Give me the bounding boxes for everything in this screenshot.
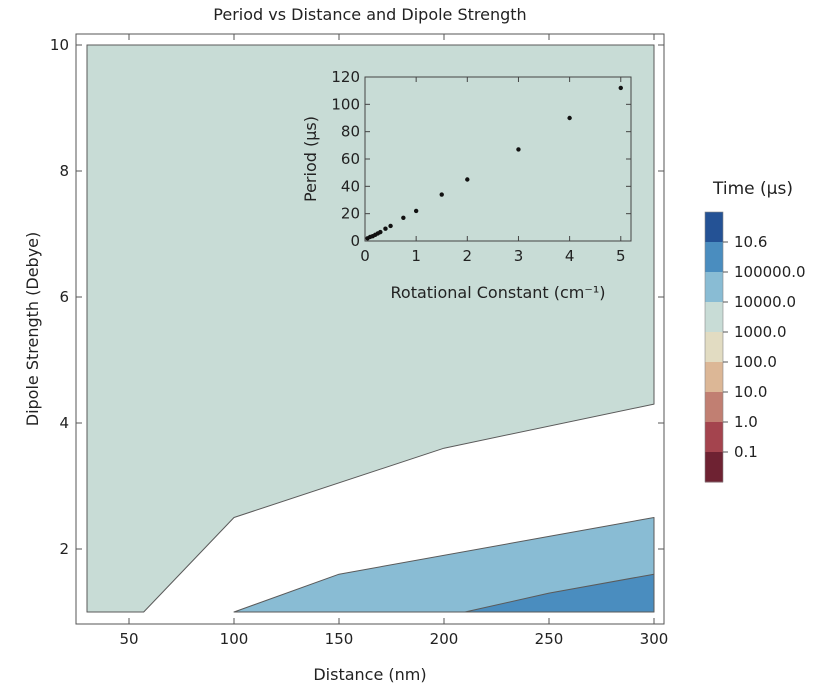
inset-data-point	[516, 147, 521, 152]
legend-title: Time (μs)	[712, 179, 793, 199]
y-tick-label: 6	[59, 288, 69, 306]
legend-label: 0.1	[734, 443, 758, 461]
plot-frame	[75, 33, 665, 625]
legend-swatch	[705, 212, 723, 243]
inset-x-label: Rotational Constant (cm⁻¹)	[391, 283, 606, 302]
y-tick-label: 10	[50, 36, 69, 54]
inset-axes: 0 1 2 3 4 5 0 20 40 60 80 100 120	[331, 68, 631, 265]
x-tick-label: 300	[640, 630, 669, 648]
inset-y-tick-label: 120	[331, 68, 360, 86]
legend-label: 1.0	[734, 413, 758, 431]
legend-label: 100.0	[734, 353, 777, 371]
inset-data-point	[378, 229, 383, 235]
inset-data-point	[618, 85, 623, 91]
legend-swatch	[705, 422, 723, 453]
inset-chart: 0 1 2 3 4 5 0 20 40 60 80 100 120 Rotational Constan…	[301, 68, 632, 302]
legend-swatch	[705, 392, 723, 423]
x-axis-label: Distance (nm)	[313, 665, 426, 684]
inset-y-tick-label: 0	[350, 232, 360, 250]
inset-y-tick-label: 60	[341, 150, 360, 168]
inset-data-point	[401, 215, 406, 220]
legend-swatch	[705, 302, 723, 333]
inset-data-point	[567, 115, 572, 121]
legend-swatch	[705, 272, 723, 303]
legend-labels: 10.6 100000.0 10000.0 1000.0 100.0 10.0 1.0 0.1	[723, 233, 806, 461]
legend-label: 10.0	[734, 383, 767, 401]
inset-data-point	[383, 226, 388, 231]
y-axis-label: Dipole Strength (Debye)	[23, 232, 42, 427]
legend-swatches	[704, 211, 724, 483]
contour-region-7	[464, 573, 655, 613]
inset-y-tick-label: 100	[331, 95, 360, 113]
y-tick-label: 2	[59, 540, 69, 558]
inset-data-point	[388, 223, 393, 229]
inset-x-tick-label: 4	[565, 247, 575, 265]
inset-x-tick-label: 0	[360, 247, 370, 265]
x-tick-label: 200	[430, 630, 459, 648]
inset-x-tick-label: 1	[411, 247, 421, 265]
legend-swatch	[705, 362, 723, 393]
legend-swatch	[705, 332, 723, 363]
legend-label: 100000.0	[734, 263, 806, 281]
legend-swatch	[705, 452, 723, 483]
x-tick-label: 50	[119, 630, 138, 648]
y-tick-label: 8	[59, 162, 69, 180]
inset-data-point	[465, 177, 470, 182]
chart-title: Period vs Distance and Dipole Strength	[213, 5, 526, 24]
inset-points	[365, 85, 623, 241]
inset-y-label: Period (μs)	[301, 116, 320, 202]
x-tick-label: 150	[325, 630, 354, 648]
inset-y-tick-label: 20	[341, 205, 360, 223]
x-tick-label: 250	[535, 630, 564, 648]
legend-label: 1000.0	[734, 323, 787, 341]
inset-data-point	[439, 192, 444, 197]
contour-region-5	[86, 44, 655, 613]
legend-frame	[704, 211, 724, 483]
legend-swatch	[705, 242, 723, 273]
y-tick-label: 4	[59, 414, 69, 432]
contour-regions	[86, 44, 655, 613]
inset-x-tick-label: 2	[463, 247, 473, 265]
inset-x-tick-label: 5	[616, 247, 626, 265]
x-tick-label: 100	[220, 630, 249, 648]
inset-x-tick-label: 3	[514, 247, 524, 265]
inset-y-tick-label: 40	[341, 177, 360, 195]
legend: Time (μs) 10.6 100000.0 10000.0 1000.0 100.0…	[704, 179, 806, 483]
inset-data-point	[413, 208, 419, 214]
legend-label: 10.6	[734, 233, 767, 251]
legend-label: 10000.0	[734, 293, 796, 311]
inset-y-tick-label: 80	[341, 123, 360, 141]
